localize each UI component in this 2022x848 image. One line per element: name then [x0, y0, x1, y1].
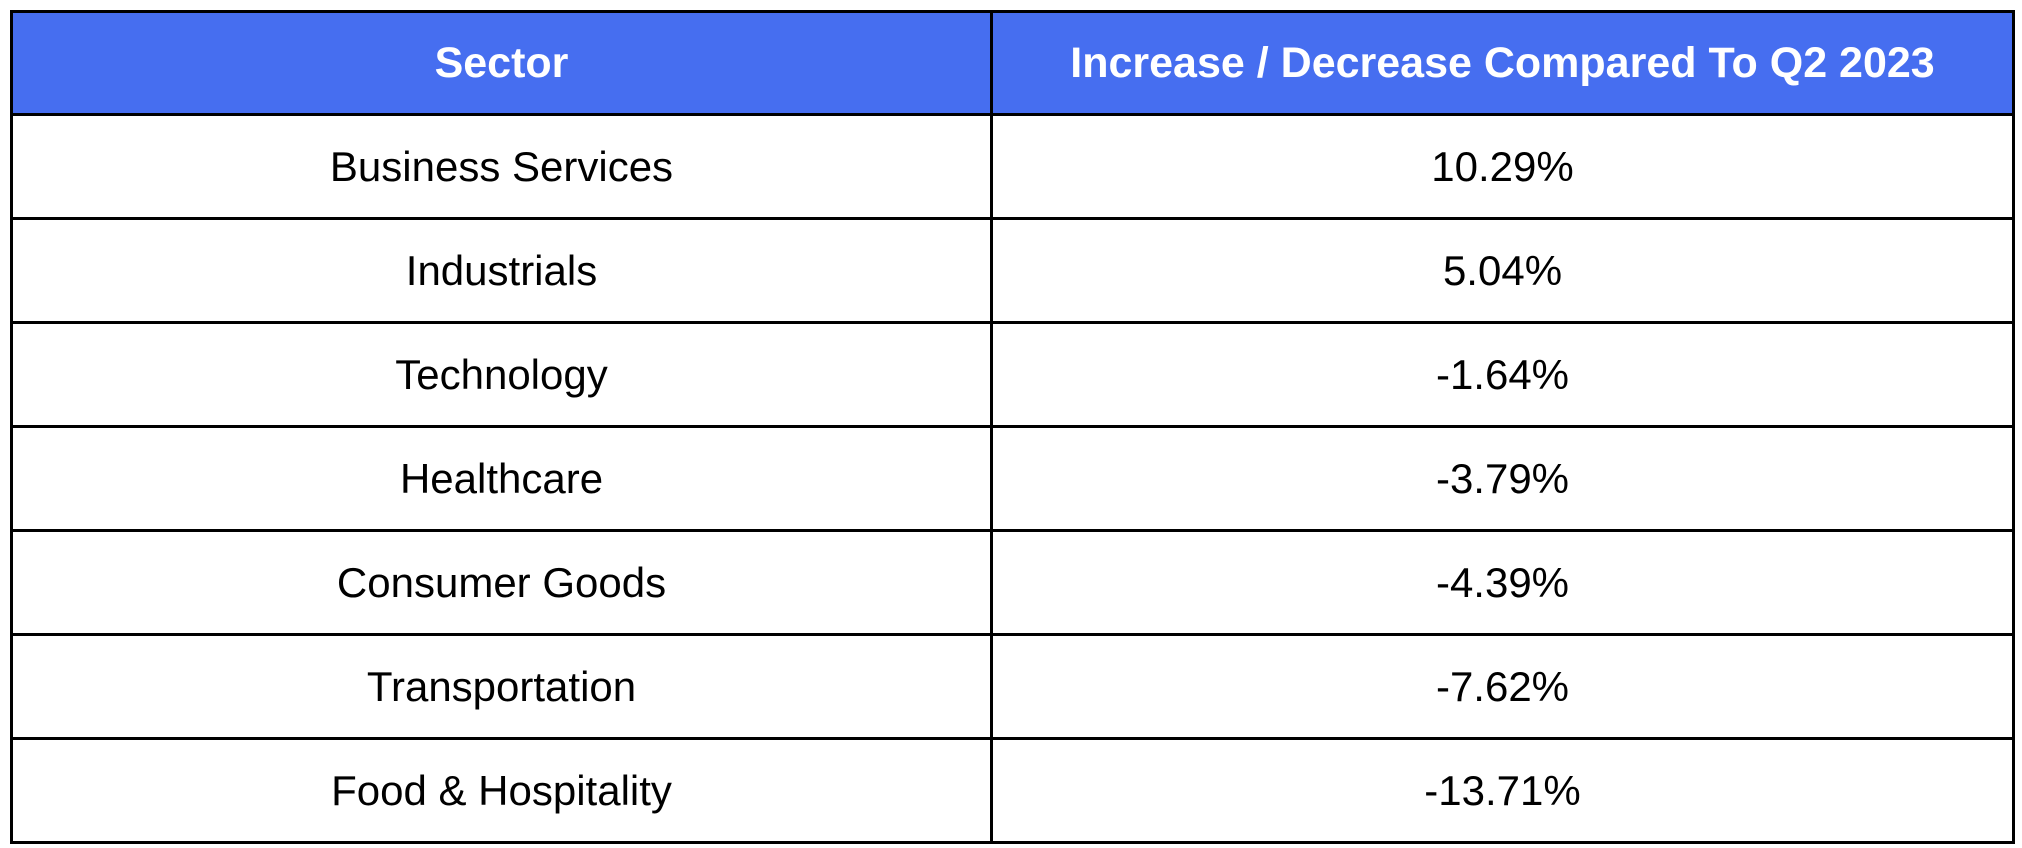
column-header-sector: Sector [10, 10, 993, 116]
sector-cell: Industrials [10, 217, 993, 324]
sector-cell: Healthcare [10, 425, 993, 532]
table-row: Business Services 10.29% [10, 113, 2015, 220]
sector-cell: Food & Hospitality [10, 737, 993, 844]
change-cell: -3.79% [990, 425, 2015, 532]
sector-cell: Transportation [10, 633, 993, 740]
sector-cell: Consumer Goods [10, 529, 993, 636]
table-row: Industrials 5.04% [10, 217, 2015, 324]
table-body: Business Services 10.29% Industrials 5.0… [10, 113, 2015, 844]
change-cell: 10.29% [990, 113, 2015, 220]
sector-change-table: Sector Increase / Decrease Compared To Q… [10, 10, 2015, 844]
sector-cell: Technology [10, 321, 993, 428]
column-header-change: Increase / Decrease Compared To Q2 2023 [990, 10, 2015, 116]
change-cell: -13.71% [990, 737, 2015, 844]
table-row: Food & Hospitality -13.71% [10, 737, 2015, 844]
header-row: Sector Increase / Decrease Compared To Q… [10, 10, 2015, 116]
table-header: Sector Increase / Decrease Compared To Q… [10, 10, 2015, 116]
change-cell: 5.04% [990, 217, 2015, 324]
sector-cell: Business Services [10, 113, 993, 220]
change-cell: -1.64% [990, 321, 2015, 428]
table-row: Consumer Goods -4.39% [10, 529, 2015, 636]
change-cell: -4.39% [990, 529, 2015, 636]
table-row: Healthcare -3.79% [10, 425, 2015, 532]
change-cell: -7.62% [990, 633, 2015, 740]
table-row: Transportation -7.62% [10, 633, 2015, 740]
table-row: Technology -1.64% [10, 321, 2015, 428]
